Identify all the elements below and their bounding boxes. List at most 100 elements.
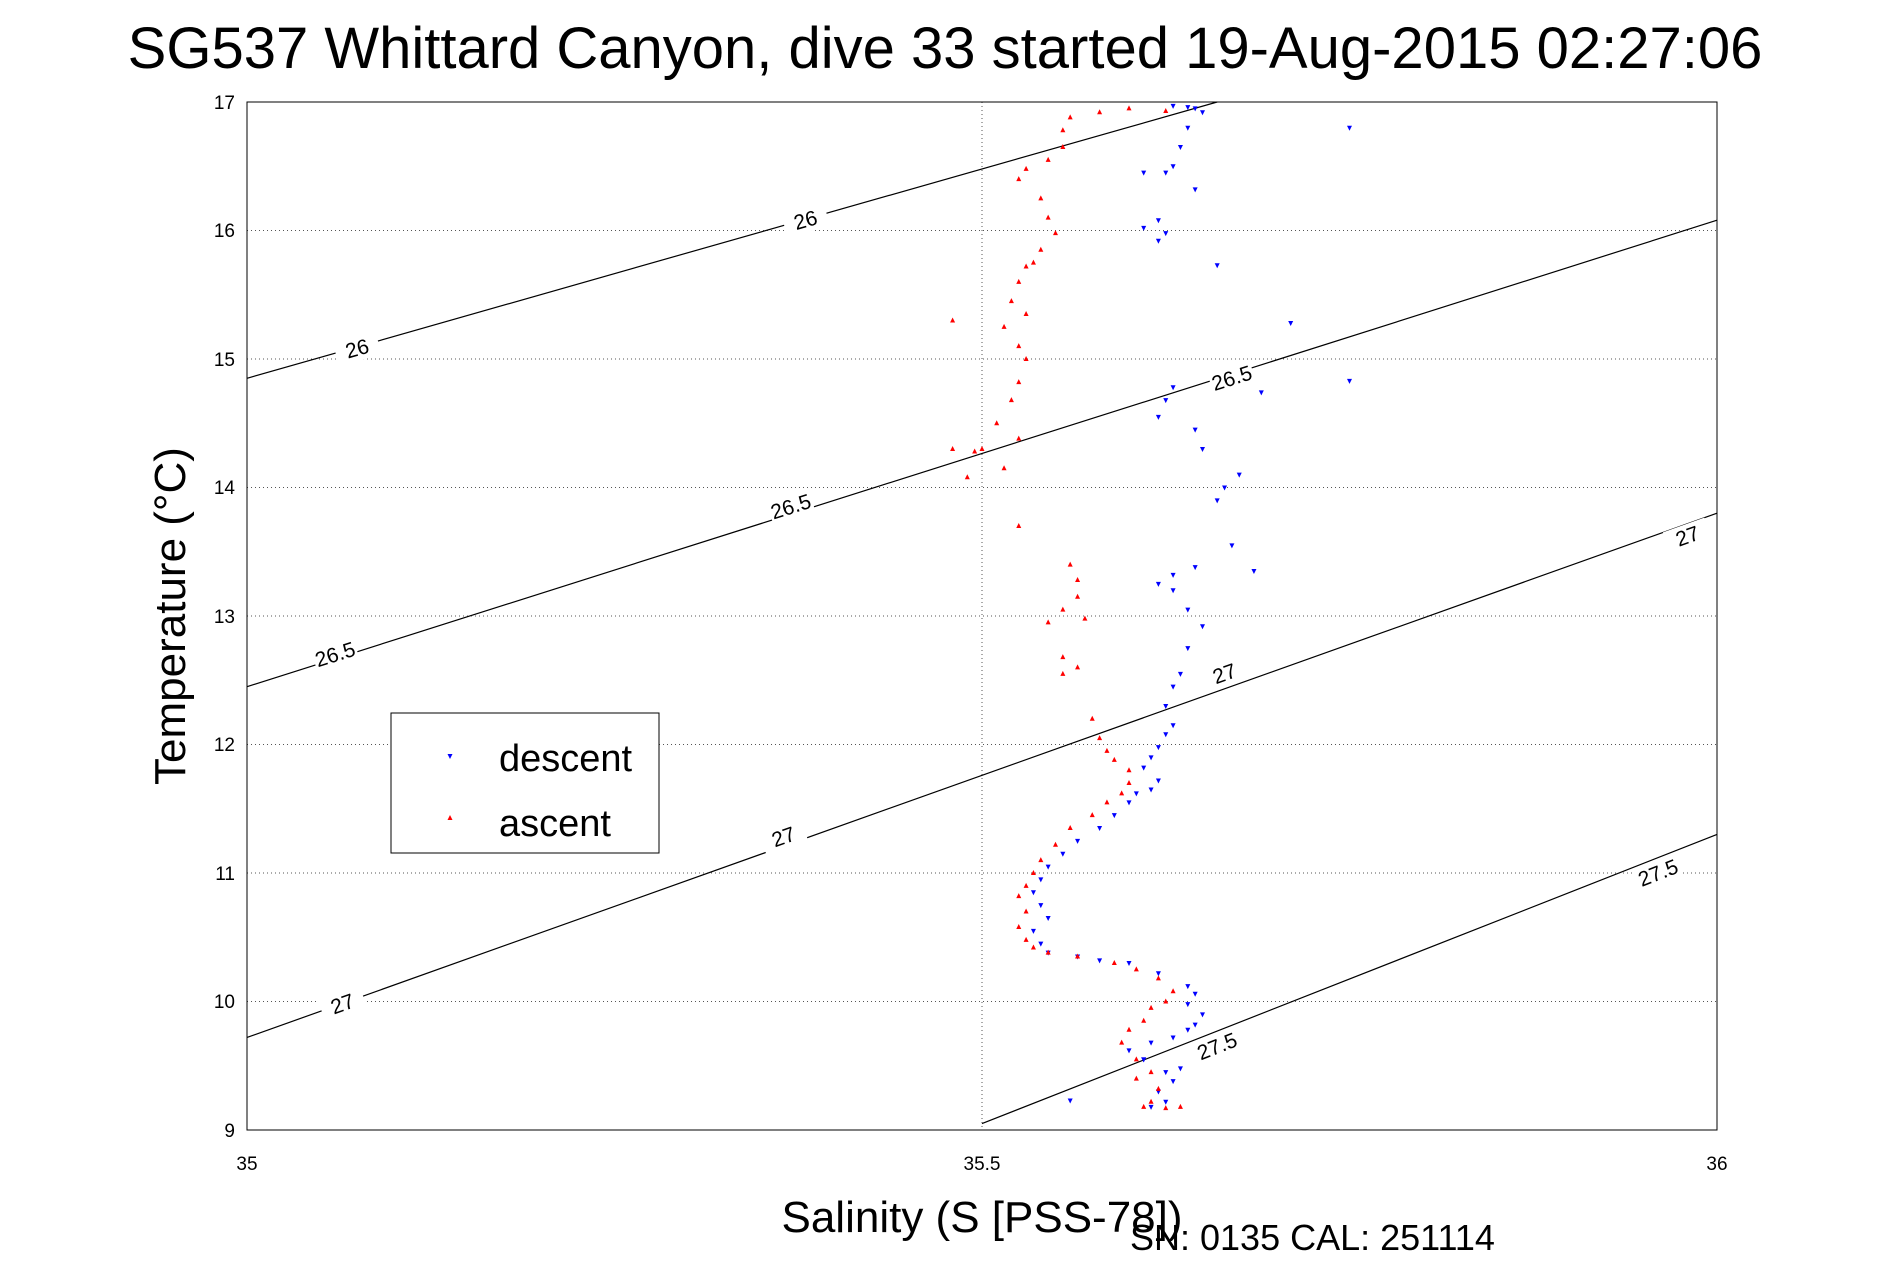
data-points	[950, 103, 1352, 1111]
ascent-point	[1170, 988, 1176, 994]
descent-point	[1214, 498, 1220, 504]
ascent-point	[1001, 323, 1007, 329]
ascent-point	[1016, 176, 1022, 182]
descent-point	[1170, 164, 1176, 170]
ascent-point	[1126, 1026, 1132, 1032]
ascent-point	[1111, 756, 1117, 762]
descent-point	[1155, 581, 1161, 587]
ascent-point	[1067, 825, 1073, 831]
ascent-point	[994, 420, 1000, 426]
descent-point	[1097, 958, 1103, 964]
descent-point	[1170, 572, 1176, 578]
ascent-point	[1023, 263, 1029, 269]
descent-point	[1155, 745, 1161, 751]
contour-label-background	[1662, 517, 1713, 556]
ascent-point	[1082, 615, 1088, 621]
descent-point	[1038, 877, 1044, 883]
descent-point	[1177, 144, 1183, 150]
ascent-point	[1133, 966, 1139, 972]
descent-point	[1155, 778, 1161, 784]
contour-label-background	[758, 818, 809, 856]
ascent-point	[1111, 959, 1117, 965]
ascent-point	[1008, 298, 1014, 304]
descent-point	[1200, 1012, 1205, 1018]
y-axis: 9 10 11 12 13 14 15 16 17 Temperature (°…	[146, 93, 235, 1142]
ascent-point	[1023, 311, 1029, 317]
descent-point	[1155, 414, 1161, 420]
ascent-point	[1060, 127, 1066, 133]
descent-point	[1163, 732, 1169, 738]
descent-point	[1170, 103, 1176, 109]
y-tick-label: 12	[214, 735, 235, 756]
descent-point	[1192, 427, 1198, 433]
descent-point	[1185, 984, 1191, 990]
descent-point	[1347, 378, 1352, 384]
ascent-point	[964, 474, 970, 480]
ascent-point	[1067, 561, 1073, 567]
ascent-point	[1016, 923, 1022, 929]
y-tick-label: 17	[214, 93, 235, 114]
ascent-point	[1067, 114, 1073, 120]
ascent-point	[1089, 715, 1095, 721]
descent-point	[1075, 838, 1081, 844]
ascent-point	[1141, 1017, 1147, 1023]
descent-point	[1258, 390, 1264, 396]
descent-point	[1126, 1048, 1132, 1054]
ascent-point	[1008, 397, 1014, 403]
descent-point	[1067, 1098, 1073, 1104]
contour-line	[246, 512, 1718, 1039]
ascent-point	[1053, 230, 1058, 236]
descent-point	[1170, 723, 1176, 729]
ascent-point	[1163, 107, 1169, 113]
descent-point	[1288, 321, 1294, 327]
descent-point	[1251, 569, 1257, 575]
ascent-point	[979, 445, 985, 451]
descent-point	[1030, 890, 1036, 896]
descent-point	[1170, 385, 1176, 391]
descent-point	[1163, 703, 1169, 709]
ascent-point	[1045, 156, 1051, 162]
ascent-point	[1133, 1075, 1139, 1081]
descent-point	[1148, 787, 1154, 793]
legend-ascent-label: ascent	[499, 803, 611, 845]
plot-frame	[246, 101, 1718, 1131]
descent-point	[1170, 588, 1176, 594]
descent-point	[1192, 991, 1198, 997]
ascent-point	[1038, 195, 1044, 201]
ascent-point	[1060, 606, 1066, 612]
ascent-point	[972, 448, 978, 454]
descent-point	[1038, 941, 1044, 947]
contour-label-background	[332, 331, 382, 367]
ascent-point	[1060, 670, 1066, 676]
descent-point	[1177, 671, 1183, 677]
x-tick-label: 35.5	[964, 1154, 1001, 1175]
ascent-point	[1016, 278, 1022, 284]
descent-point	[1192, 187, 1198, 193]
y-tick-label: 14	[214, 478, 236, 499]
ascent-point	[1126, 767, 1132, 773]
ascent-point	[1030, 259, 1036, 265]
x-axis: 35 35.5 36 Salinity (S [PSS-78])	[236, 1154, 1727, 1242]
ascent-point	[1016, 893, 1022, 899]
ascent-point	[1119, 790, 1125, 796]
ascent-point	[1045, 619, 1051, 625]
ascent-point	[1097, 109, 1103, 115]
ascent-point	[1060, 654, 1066, 660]
ascent-point	[1177, 1103, 1183, 1109]
ascent-point	[1016, 523, 1022, 529]
descent-point	[1185, 1027, 1191, 1033]
legend-descent-marker	[447, 754, 453, 759]
descent-point	[1038, 903, 1044, 909]
contour-label-background	[781, 202, 831, 238]
descent-point	[1200, 446, 1205, 452]
ascent-point	[1053, 841, 1058, 847]
descent-point	[1030, 928, 1036, 934]
x-tick-label: 36	[1706, 1154, 1727, 1175]
contour-label-background	[317, 985, 368, 1023]
ascent-point	[1148, 1098, 1154, 1104]
x-tick-label: 35	[236, 1154, 257, 1175]
ascent-point	[1148, 1004, 1154, 1010]
ascent-point	[1155, 975, 1161, 981]
descent-point	[1155, 218, 1161, 224]
